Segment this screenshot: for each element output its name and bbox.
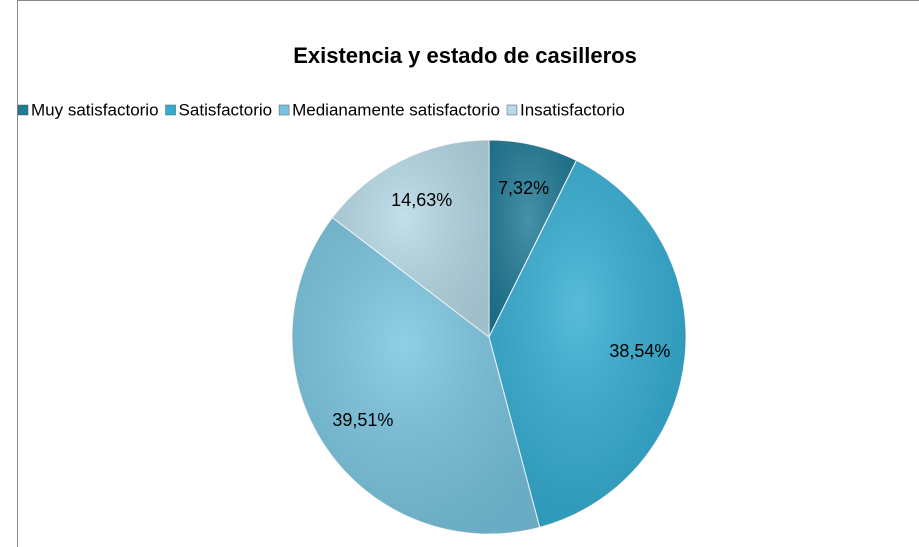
- legend-swatch: [165, 104, 176, 116]
- data-label: 39,51%: [332, 410, 393, 430]
- data-label: 14,63%: [391, 190, 452, 210]
- legend-label: Muy satisfactorio: [31, 100, 159, 119]
- legend-swatch: [506, 104, 518, 116]
- legend-label: Medianamente satisfactorio: [292, 100, 500, 119]
- legend-swatch: [17, 104, 29, 116]
- legend-label: Insatisfactorio: [520, 100, 625, 119]
- data-label: 7,32%: [498, 178, 549, 198]
- legend-label: Satisfactorio: [179, 100, 273, 119]
- chart-title: Existencia y estado de casilleros: [293, 43, 637, 68]
- data-label: 38,54%: [609, 341, 670, 361]
- legend-swatch: [278, 104, 290, 116]
